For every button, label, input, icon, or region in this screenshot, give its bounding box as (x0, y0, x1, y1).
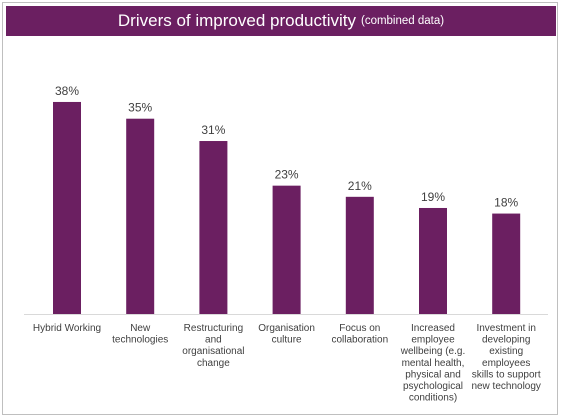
category-label-line: Hybrid Working (33, 323, 101, 334)
category-label-line: technologies (112, 335, 168, 346)
category-label-line: physical and (405, 369, 461, 380)
bar (345, 196, 374, 314)
data-label: 18% (494, 196, 518, 210)
category-label-line: Organisation (258, 323, 315, 334)
category-label: Investment in developing existing employees… (471, 323, 541, 392)
bar (492, 213, 521, 314)
chart-subtitle: (combined data) (360, 15, 445, 27)
category-label: Hybrid Working (33, 323, 101, 334)
data-label: 23% (275, 168, 299, 182)
chart-title: Drivers of improved productivity (117, 11, 356, 30)
data-label: 19% (421, 190, 445, 204)
category-label-line: Increased (411, 323, 455, 334)
category-label-line: mental health, (402, 358, 465, 369)
category-label-line: change (197, 358, 230, 369)
category-label: Restructuring and organisational change (182, 323, 244, 369)
category-label-line: and (205, 335, 222, 346)
category-label-line: New (130, 323, 151, 334)
category-label: Focus on collaboration (331, 323, 388, 346)
category-label-line: developing (482, 335, 530, 346)
category-label-line: employee (411, 335, 455, 346)
category-label-line: wellbeing (e.g. (400, 346, 465, 357)
bar (53, 101, 81, 315)
category-label-line: new technology (471, 381, 541, 392)
category-label-line: conditions) (409, 393, 457, 404)
bar (419, 207, 447, 314)
category-label-line: Restructuring (184, 323, 243, 334)
chart-title-bar: Drivers of improved productivity (combin… (6, 6, 556, 36)
category-label-line: employees (482, 358, 530, 369)
category-label: Organisation culture (258, 323, 315, 346)
bar (272, 185, 301, 314)
data-label: 31% (201, 123, 225, 137)
bar (126, 118, 155, 314)
category-label-line: skills to support (472, 369, 541, 380)
category-label-line: existing (489, 346, 523, 357)
category-label: Increased employee wellbeing (e.g. mental h… (400, 323, 465, 404)
data-label: 21% (348, 179, 372, 193)
category-label-line: psychological (403, 381, 463, 392)
category-label-line: Focus on (339, 323, 380, 334)
category-label-line: organisational (182, 346, 244, 357)
data-label: 38% (55, 84, 79, 98)
category-label-line: collaboration (331, 335, 388, 346)
category-label-line: culture (272, 335, 302, 346)
data-label: 35% (128, 101, 152, 115)
category-label-line: Investment in (476, 323, 535, 334)
category-label: New technologies (112, 323, 168, 346)
bar (199, 141, 228, 314)
